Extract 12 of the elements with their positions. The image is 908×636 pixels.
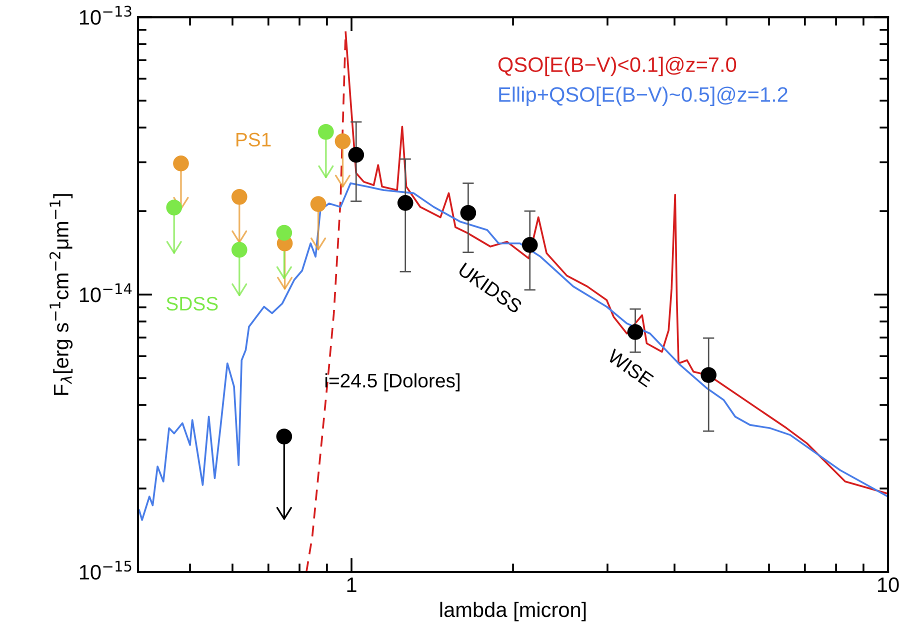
y-tick-label: 10$^{−14}$	[80, 283, 132, 302]
text: PS1	[236, 132, 271, 147]
y-tick-label: 10$^{−15}$	[80, 560, 132, 580]
text: Ellip+QSO[E(B−V)~0.5]@z=1.2	[499, 86, 788, 106]
x-tick-label: 1	[347, 578, 356, 592]
text: i=24.5 [Dolores]	[325, 373, 460, 392]
x-tick-label: 10	[878, 577, 899, 592]
text: QSO[E(B−V)<0.1]@z=7.0	[498, 56, 736, 76]
text: SDSS	[166, 296, 218, 311]
text: F$_{λ}$[erg s$^{−1}$cm$^{−2}$μm$^{−1}$]	[49, 194, 73, 395]
y-tick-label: 10$^{−13}$	[80, 6, 132, 25]
x-axis-title: lambda [micron]	[440, 602, 586, 622]
